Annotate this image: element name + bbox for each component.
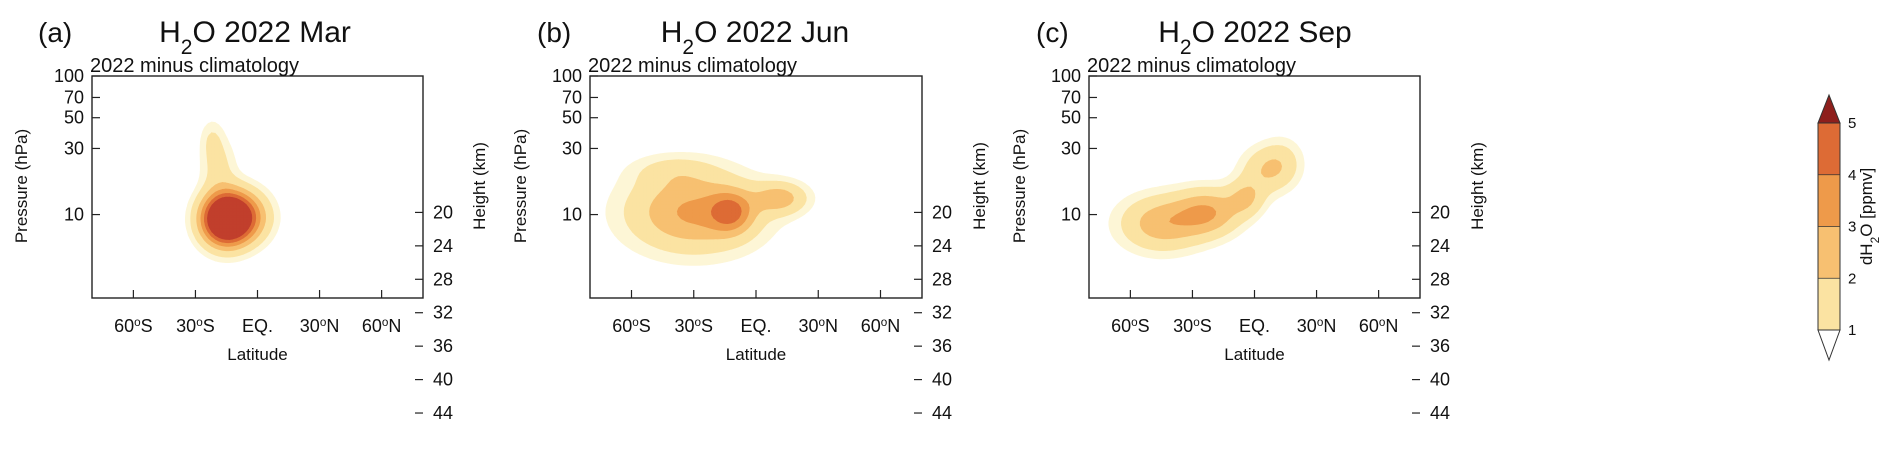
panel-subtitle: 2022 minus climatology — [588, 55, 797, 77]
y-right-tick-label: 44 — [1430, 403, 1450, 423]
colorbar-tick-label: 4 — [1848, 167, 1856, 184]
x-tick-label: EQ. — [242, 316, 273, 336]
x-axis-label: Latitude — [1224, 345, 1285, 364]
contour-level-4 — [710, 199, 742, 225]
y-tick-label: 100 — [552, 66, 582, 86]
y-right-tick-label: 20 — [932, 202, 952, 222]
y-right-tick-label: 40 — [433, 370, 453, 390]
contour-level-5 — [207, 196, 253, 240]
y-right-axis-label: Height (km) — [1468, 142, 1487, 230]
y-tick-label: 30 — [562, 138, 582, 158]
y-right-tick-label: 36 — [433, 336, 453, 356]
contour-fill — [1108, 136, 1305, 260]
colorbar: 1 2 3 4 5 dH2O [ppmv] — [1817, 93, 1882, 362]
y-tick-label: 50 — [64, 108, 84, 128]
y-right-tick-label: 28 — [433, 269, 453, 289]
contour-fill — [184, 121, 281, 264]
y-right-tick-label: 36 — [1430, 336, 1450, 356]
x-tick-label: 30oN — [300, 316, 340, 337]
y-right-tick-label: 20 — [1430, 202, 1450, 222]
x-tick-label: 60oS — [114, 316, 153, 337]
contour-fill — [605, 152, 816, 266]
colorbar-band — [1818, 174, 1840, 227]
y-right-tick-label: 32 — [1430, 303, 1450, 323]
y-right-tick-label: 44 — [932, 403, 952, 423]
y-tick-label: 50 — [562, 108, 582, 128]
y-right-tick-label: 40 — [932, 370, 952, 390]
y-right-tick-label: 24 — [1430, 236, 1450, 256]
x-axis-label: Latitude — [227, 345, 288, 364]
y-right-tick-label: 36 — [932, 336, 952, 356]
y-right-tick-label: 28 — [1430, 269, 1450, 289]
x-tick-label: 30oS — [176, 316, 215, 337]
panel-letter: (b) — [537, 17, 571, 48]
colorbar-tick-label: 5 — [1848, 115, 1856, 132]
x-tick-label: EQ. — [740, 316, 771, 336]
y-right-tick-label: 24 — [433, 236, 453, 256]
y-right-tick-label: 40 — [1430, 370, 1450, 390]
panel-title: H2O 2022 Jun — [661, 16, 849, 59]
y-tick-label: 10 — [64, 205, 84, 225]
colorbar-band — [1818, 123, 1840, 175]
x-axis-label: Latitude — [726, 345, 787, 364]
x-tick-label: 30oN — [1297, 316, 1337, 337]
x-tick-label: 60oN — [1359, 316, 1399, 337]
y-tick-label: 30 — [64, 138, 84, 158]
panel-subtitle: 2022 minus climatology — [90, 55, 299, 77]
y-right-tick-label: 32 — [433, 303, 453, 323]
y-axis-label: Pressure (hPa) — [511, 129, 530, 243]
y-right-tick-label: 24 — [932, 236, 952, 256]
colorbar-band — [1818, 226, 1840, 279]
y-tick-label: 50 — [1061, 108, 1081, 128]
y-tick-label: 10 — [562, 205, 582, 225]
y-tick-label: 100 — [54, 66, 84, 86]
x-tick-label: 60oS — [612, 316, 651, 337]
panel-title: H2O 2022 Sep — [1158, 16, 1351, 59]
colorbar-label: dH2O [ppmv] — [1857, 168, 1882, 265]
panel-title: H2O 2022 Mar — [159, 16, 351, 59]
colorbar-tick-label: 1 — [1848, 322, 1856, 339]
y-right-axis-label: Height (km) — [970, 142, 989, 230]
panel-letter: (c) — [1036, 17, 1069, 48]
x-tick-label: EQ. — [1239, 316, 1270, 336]
x-tick-label: 60oS — [1111, 316, 1150, 337]
y-axis-label: Pressure (hPa) — [12, 129, 31, 243]
colorbar-tick-label: 3 — [1848, 219, 1856, 236]
x-tick-label: 30oS — [1173, 316, 1212, 337]
colorbar-band — [1818, 278, 1840, 330]
x-tick-label: 30oS — [674, 316, 713, 337]
colorbar-upper-arrow — [1817, 93, 1841, 124]
x-tick-label: 30oN — [798, 316, 838, 337]
contour-level-3 — [1168, 205, 1217, 226]
y-right-tick-label: 32 — [932, 303, 952, 323]
y-tick-label: 100 — [1051, 66, 1081, 86]
panel-subtitle: 2022 minus climatology — [1087, 55, 1296, 77]
y-tick-label: 70 — [562, 87, 582, 107]
y-axis-label: Pressure (hPa) — [1010, 129, 1029, 243]
y-tick-label: 10 — [1061, 205, 1081, 225]
x-tick-label: 60oN — [861, 316, 901, 337]
y-right-tick-label: 44 — [433, 403, 453, 423]
colorbar-lower-arrow — [1817, 329, 1841, 362]
colorbar-tick-label: 2 — [1848, 270, 1856, 287]
y-right-tick-label: 20 — [433, 202, 453, 222]
y-tick-label: 70 — [64, 87, 84, 107]
y-tick-label: 30 — [1061, 138, 1081, 158]
y-tick-label: 70 — [1061, 87, 1081, 107]
x-tick-label: 60oN — [362, 316, 402, 337]
panel-letter: (a) — [38, 17, 72, 48]
y-right-tick-label: 28 — [932, 269, 952, 289]
y-right-axis-label: Height (km) — [470, 142, 489, 230]
